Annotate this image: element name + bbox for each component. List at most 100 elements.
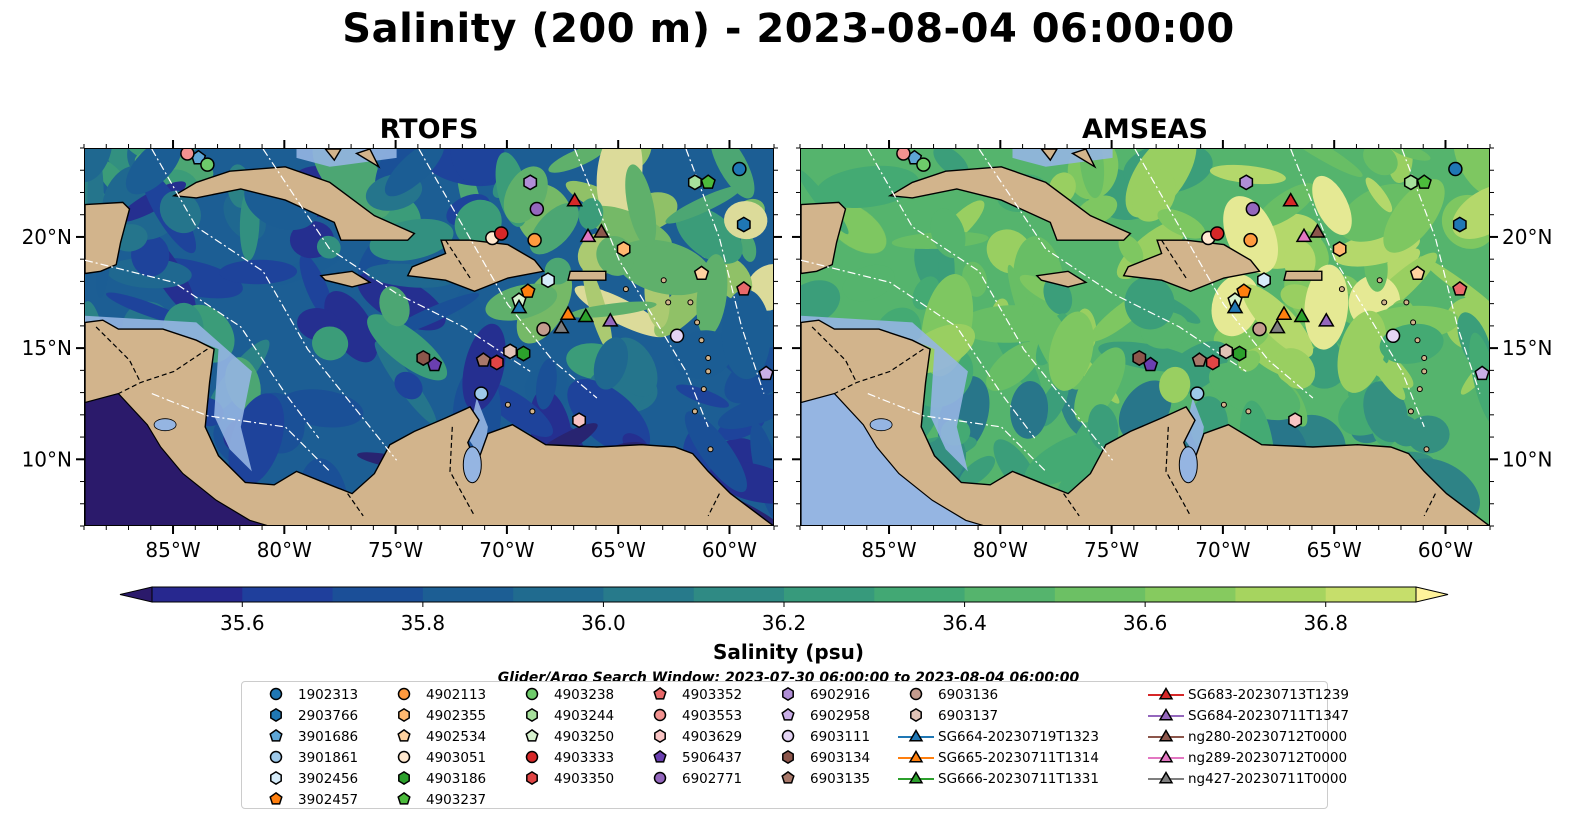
obs-marker-sg684-20230711t1347 (1318, 312, 1335, 327)
colorbar-low-extend (119, 586, 153, 603)
legend-label: 3901686 (298, 729, 359, 745)
country-border (449, 426, 476, 517)
island (700, 386, 707, 393)
eez-boundary (1401, 149, 1481, 394)
island (694, 319, 701, 326)
legend-marker (269, 687, 283, 701)
eez-boundary (151, 393, 331, 472)
rtofs-map-panel (84, 148, 774, 526)
legend-item: 4903238 (512, 685, 637, 705)
obs-marker-6903111 (1385, 328, 1401, 344)
obs-marker-sg683-20230713t1239 (1282, 192, 1299, 207)
island (1423, 446, 1430, 453)
colorbar-tick-label: 36.8 (1303, 611, 1348, 635)
obs-marker-ng280-20230712t0000 (593, 223, 610, 238)
obs-marker-6903135 (1191, 352, 1208, 367)
country-border (347, 493, 364, 517)
obs-marker-3901861 (1189, 386, 1205, 401)
island (1407, 408, 1414, 415)
island (1403, 299, 1410, 306)
obs-marker-3902457 (520, 283, 536, 298)
obs-marker-4903553 (896, 149, 911, 161)
obs-marker-6902958 (758, 365, 773, 381)
legend-label: 6903136 (938, 687, 999, 703)
legend-label: 6903134 (810, 750, 871, 766)
land-mass (801, 319, 1489, 525)
obs-marker-6902771 (1245, 201, 1261, 217)
obs-marker-3902456 (1257, 272, 1271, 289)
colorbar-bin (513, 587, 604, 602)
legend-marker (397, 728, 411, 742)
legend-marker (653, 771, 667, 785)
obs-marker-2903766 (736, 216, 751, 233)
legend-marker (781, 729, 795, 743)
x-tick-label: 80°W (973, 538, 1028, 562)
colorbar-bin (242, 587, 334, 602)
colorbar-bin (1235, 587, 1327, 602)
land-mass (354, 149, 381, 169)
obs-marker-ng289-20230712t0000 (579, 227, 597, 243)
island (1220, 401, 1227, 408)
obs-marker-ng289-20230712t0000 (1295, 227, 1313, 243)
eez-boundary (262, 149, 531, 372)
legend-label: 4903238 (554, 687, 615, 703)
legend-marker (909, 687, 923, 701)
x-tick-label: 85°W (861, 538, 916, 562)
x-tick-label: 75°W (1084, 538, 1139, 562)
land-mass (887, 166, 1132, 241)
colorbar-bin (1325, 587, 1417, 602)
legend-label: 1902313 (298, 687, 359, 703)
island (665, 299, 672, 306)
legend-marker (525, 687, 539, 701)
island (1376, 277, 1383, 284)
legend-marker (525, 728, 539, 742)
legend-marker (782, 750, 794, 764)
legend-item: 5906437 (640, 748, 765, 768)
obs-marker-6903136 (536, 321, 551, 337)
legend-label: 6902916 (810, 687, 871, 703)
legend-marker (270, 708, 282, 722)
legend-item: 4903352 (640, 685, 765, 705)
legend-marker (782, 687, 794, 701)
legend-item: 6903134 (768, 748, 893, 768)
legend-label: 6902771 (682, 771, 743, 787)
obs-marker-4903352 (736, 280, 752, 296)
island (1410, 319, 1417, 326)
legend-item: 6902958 (768, 706, 893, 726)
x-tick-label: 70°W (1195, 538, 1250, 562)
obs-marker-4903333 (1209, 226, 1225, 241)
country-border (118, 348, 208, 395)
obs-marker-sg683-20230713t1239 (566, 192, 583, 207)
legend-item: SG664-20230719T1323 (896, 727, 1126, 747)
legend-label: 6902958 (810, 708, 871, 724)
legend-marker (653, 708, 667, 722)
country-border (707, 493, 720, 517)
legend-label: 6903135 (810, 771, 871, 787)
legend-label: 4903629 (682, 729, 743, 745)
legend-marker (270, 771, 282, 785)
legend-item: SG684-20230711T1347 (1146, 706, 1376, 726)
shallow-shelf (1183, 398, 1204, 461)
island (1338, 286, 1345, 293)
legend-item: 6903137 (896, 706, 1126, 726)
legend-marker (525, 750, 539, 764)
legend-item: 4903553 (640, 706, 765, 726)
colorbar-bin (1145, 587, 1236, 602)
legend-label: 4903553 (682, 708, 743, 724)
island (660, 277, 667, 284)
eez-boundary (978, 149, 1247, 372)
land-mass (1283, 270, 1323, 281)
land-mass (171, 166, 416, 241)
legend-marker (397, 791, 411, 805)
legend-item: SG665-20230711T1314 (896, 748, 1126, 768)
eez-boundary (867, 393, 1047, 472)
legend-marker (269, 791, 283, 805)
island (504, 401, 511, 408)
colorbar-tick-label: 35.8 (401, 611, 446, 635)
obs-marker-sg664-20230719t1323 (510, 298, 528, 314)
land-mass (1040, 149, 1058, 162)
island (622, 286, 629, 293)
legend-label: 3901861 (298, 750, 359, 766)
legend-item: 6903136 (896, 685, 1126, 705)
land-mass (801, 201, 847, 275)
